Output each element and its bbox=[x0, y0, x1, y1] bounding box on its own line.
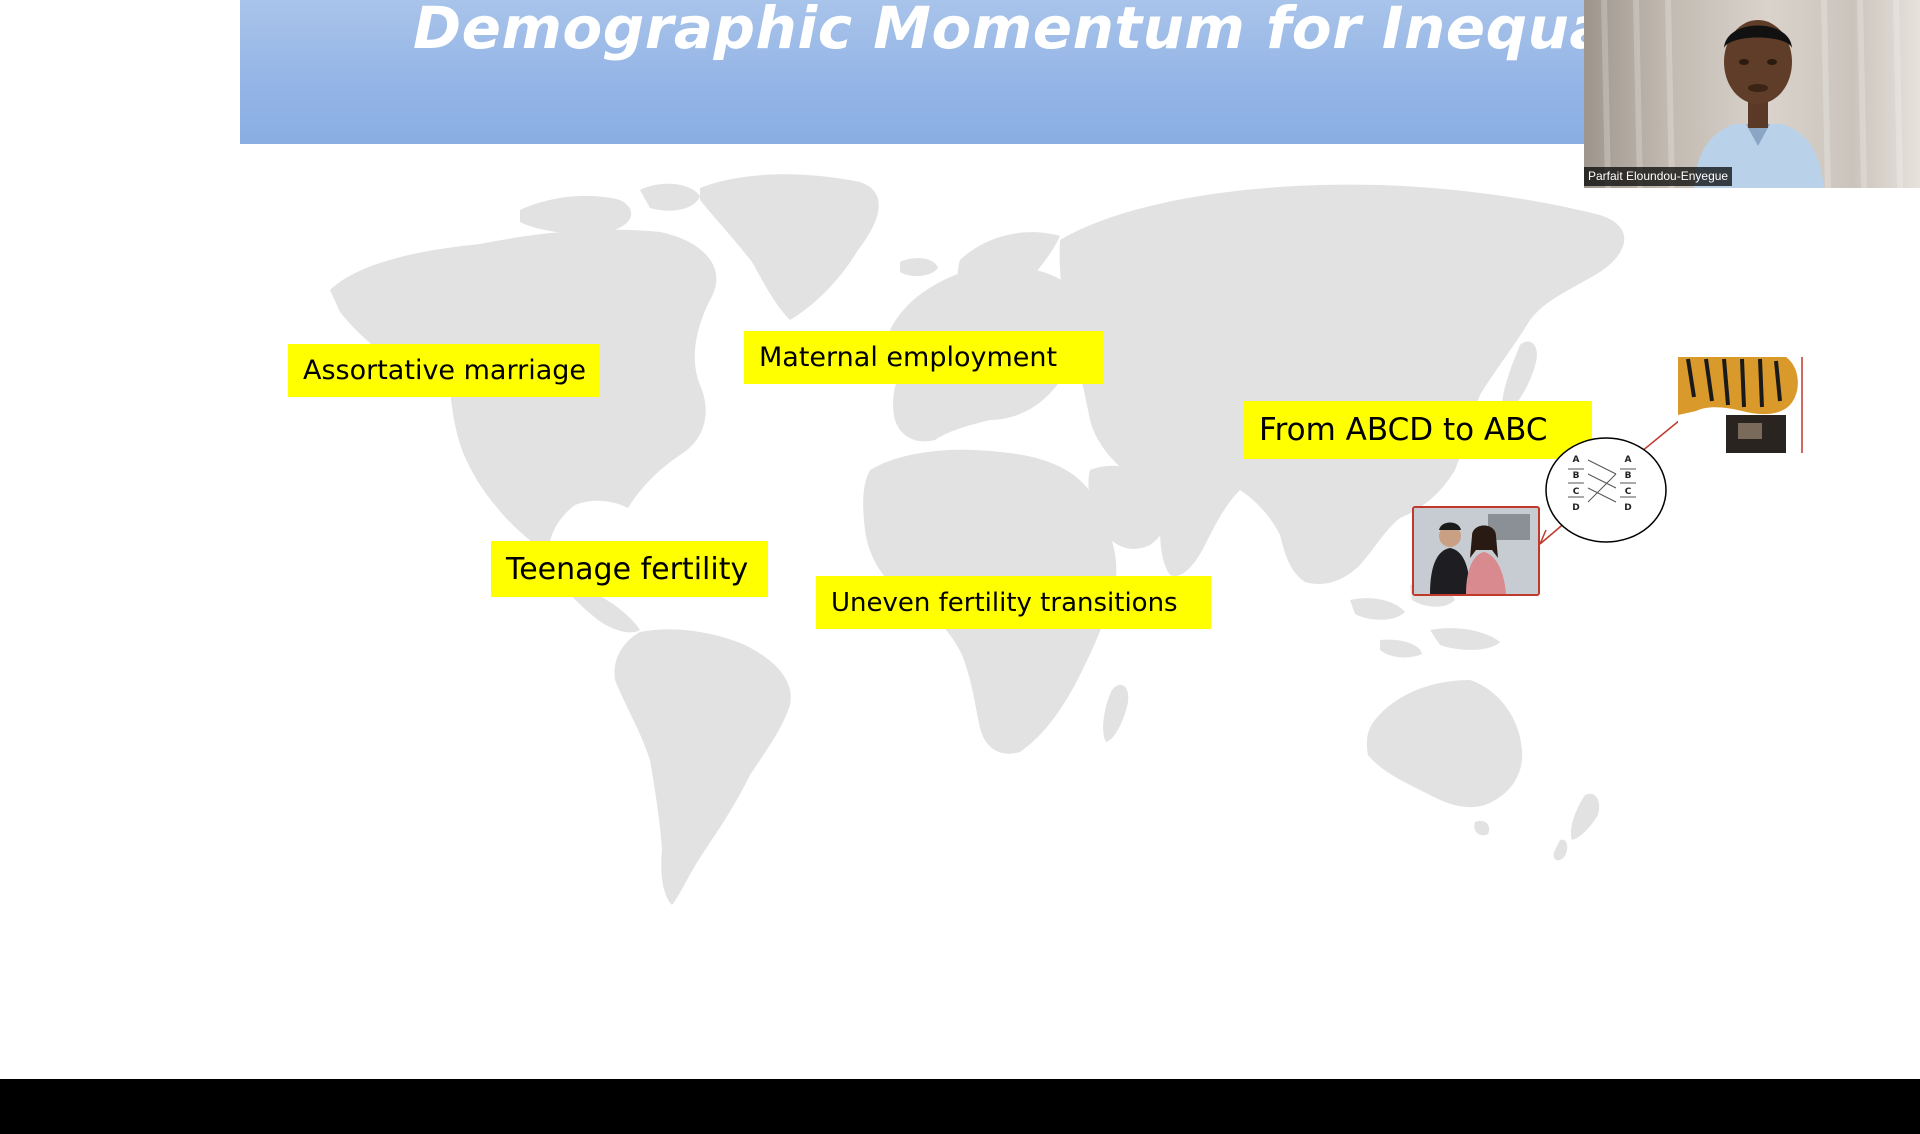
title-bar: Demographic Momentum for Inequality bbox=[240, 0, 1700, 144]
label-teenage-fertility: Teenage fertility bbox=[491, 541, 768, 597]
label-maternal-employment: Maternal employment bbox=[744, 331, 1103, 384]
label-abcd-to-abc: From ABCD to ABC bbox=[1244, 401, 1592, 459]
diagram-letter-right-c: C bbox=[1625, 487, 1632, 497]
slide-title: Demographic Momentum for Inequality bbox=[413, 0, 1700, 62]
label-uneven-fertility-transitions: Uneven fertility transitions bbox=[816, 576, 1211, 629]
label-assortative-marriage: Assortative marriage bbox=[288, 344, 599, 397]
tiger-photo-image bbox=[1678, 357, 1806, 453]
diagram-letter-right-a: A bbox=[1625, 455, 1632, 465]
couple-photo-image bbox=[1412, 506, 1540, 596]
abcd-diagram: A B C D A B C D bbox=[1539, 419, 1681, 545]
webcam-video bbox=[1584, 0, 1920, 188]
bottom-black-bar bbox=[0, 1079, 1920, 1134]
diagram-letter-right-b: B bbox=[1625, 471, 1632, 481]
participant-name-label: Parfait Eloundou-Enyegue bbox=[1584, 167, 1733, 186]
diagram-letter-left-d: D bbox=[1572, 503, 1579, 513]
diagram-letter-right-d: D bbox=[1624, 503, 1631, 513]
diagram-letter-left-a: A bbox=[1573, 455, 1580, 465]
diagram-letter-left-c: C bbox=[1573, 487, 1580, 497]
diagram-letter-left-b: B bbox=[1573, 471, 1580, 481]
